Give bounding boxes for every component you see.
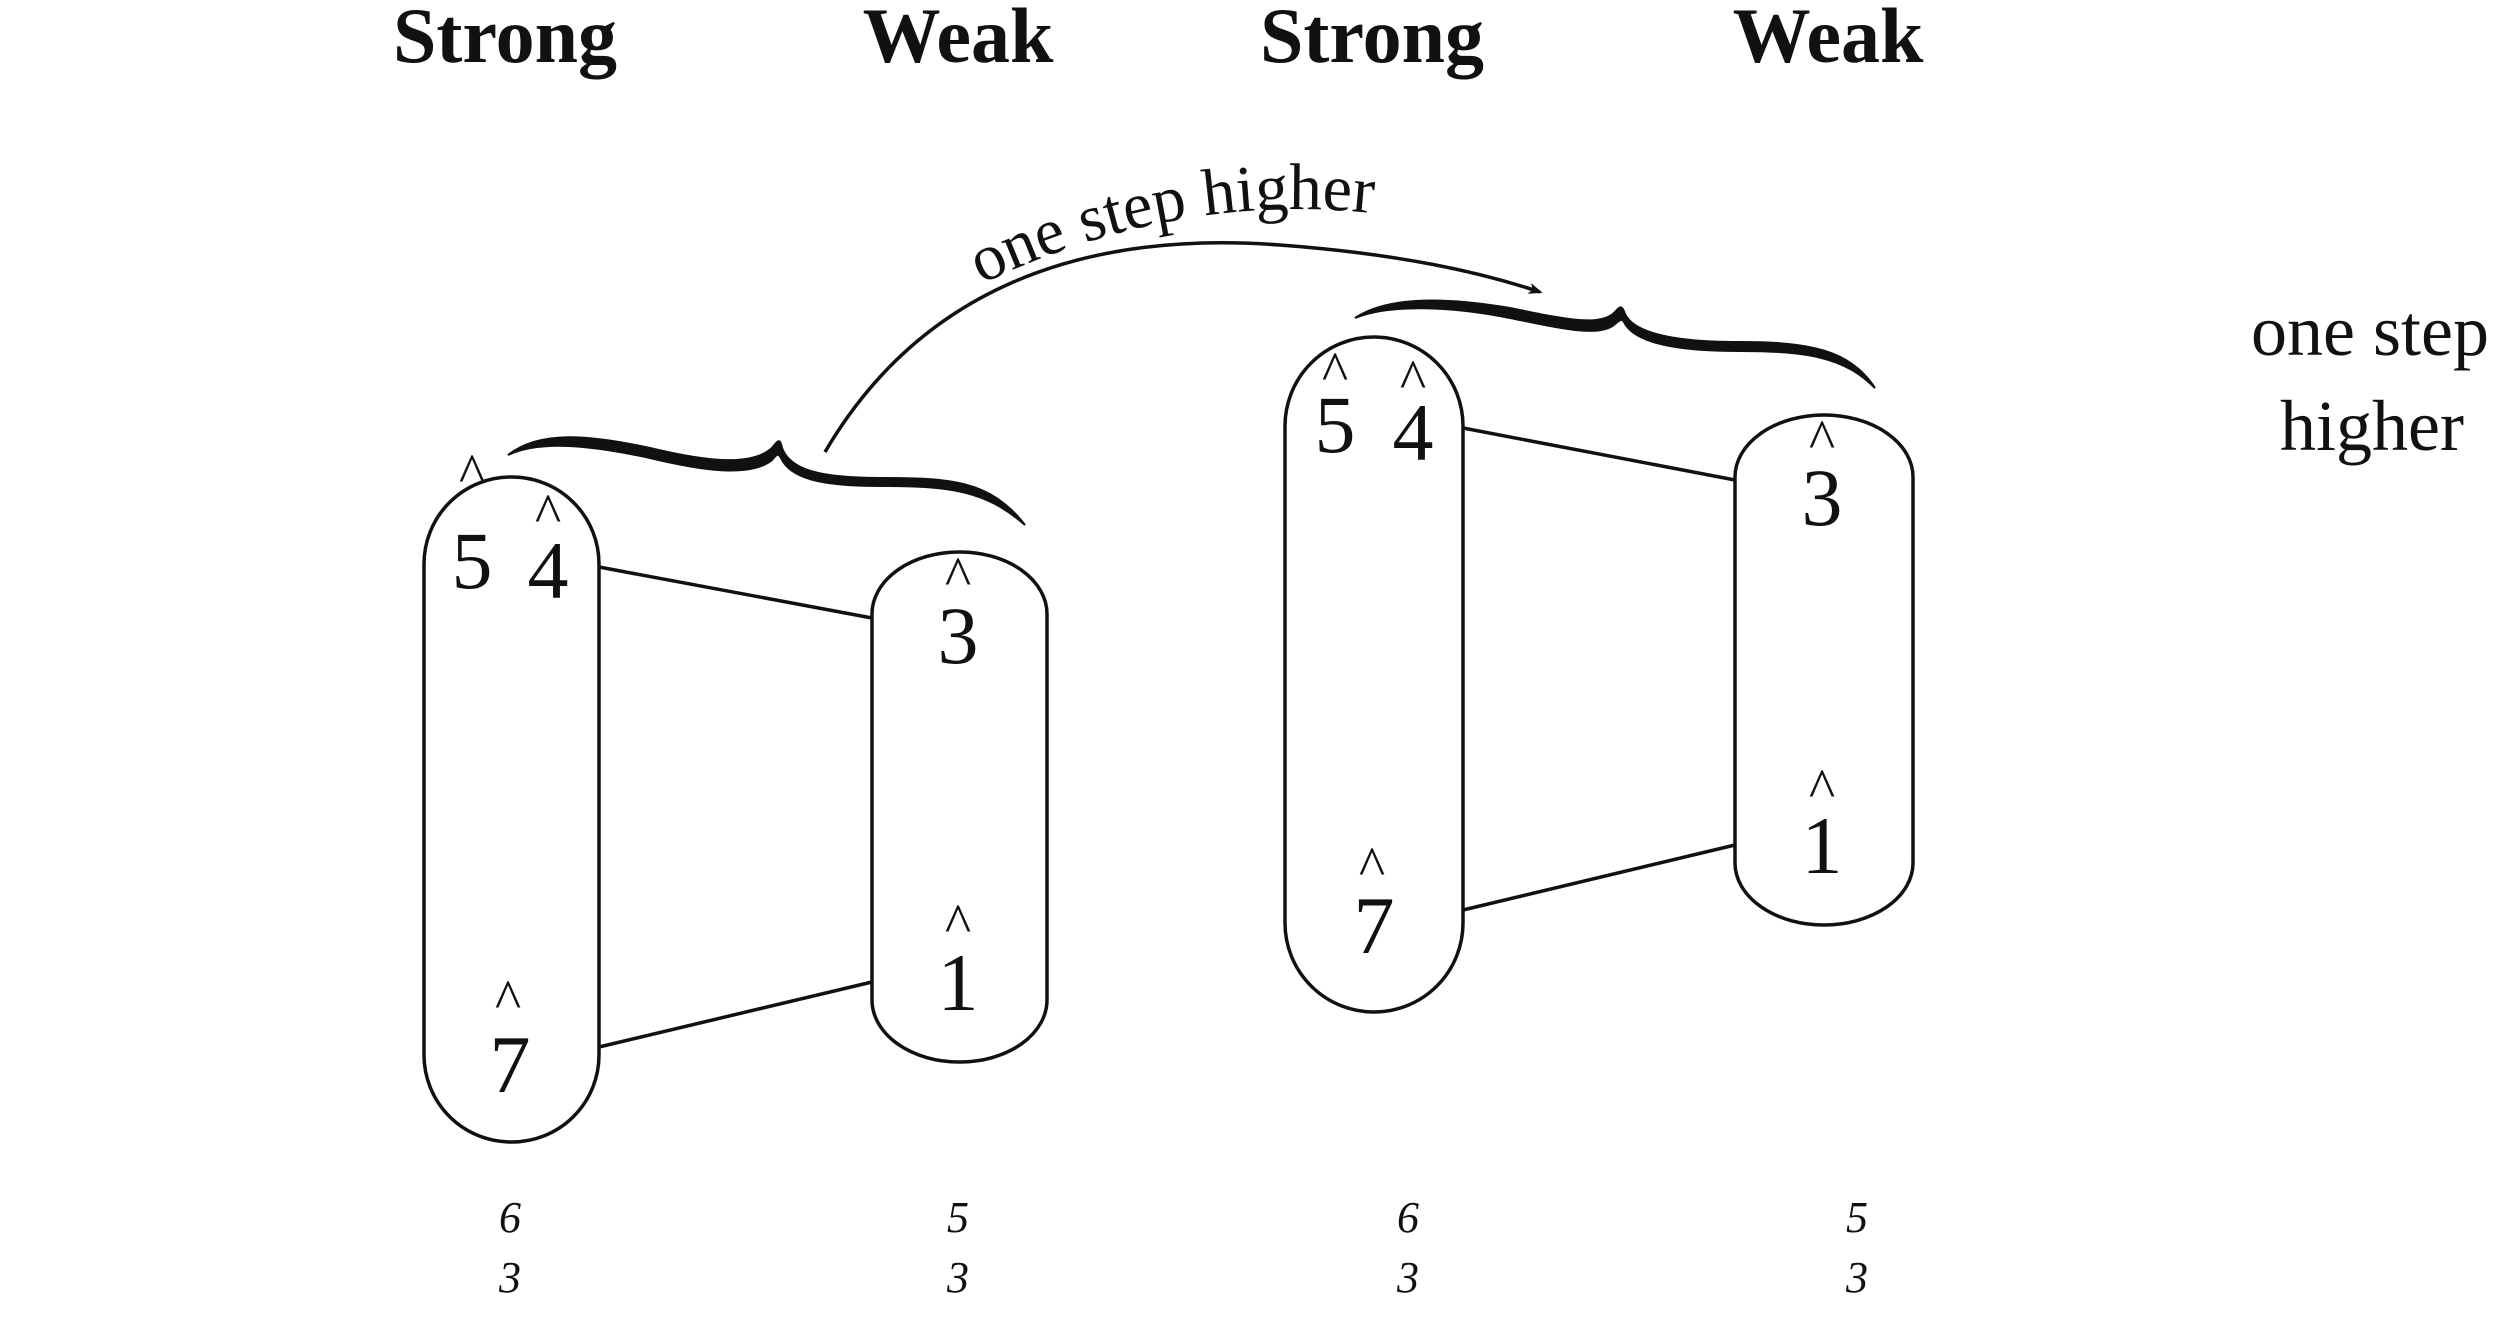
caret: ^ bbox=[535, 483, 561, 545]
degree-3: 3 bbox=[1802, 452, 1843, 543]
strong-chord-box-1 bbox=[422, 475, 601, 1144]
caret: ^ bbox=[459, 443, 485, 505]
degree-5: 5 bbox=[452, 515, 493, 606]
caret: ^ bbox=[945, 546, 971, 608]
group-1: ^ 5 ^ 4 ^ 7 ^ 3 ^ 1 6 3 5 3 bbox=[422, 436, 1049, 1302]
degree-4: 4 bbox=[1393, 387, 1434, 478]
weak-chord-box-1 bbox=[870, 550, 1049, 1064]
sequence-arrow bbox=[823, 241, 1543, 453]
voice-line-top-1 bbox=[598, 565, 873, 620]
voice-line-top-2 bbox=[1462, 426, 1736, 482]
degree-7: 7 bbox=[1354, 880, 1395, 971]
strong-chord-box-2 bbox=[1283, 335, 1465, 1014]
caret: ^ bbox=[1400, 349, 1426, 411]
degree-5: 5 bbox=[1315, 379, 1356, 470]
caret: ^ bbox=[495, 969, 521, 1031]
degree-7: 7 bbox=[490, 1019, 531, 1110]
figure-5: 5 bbox=[1846, 1193, 1868, 1242]
header-weak-1: Weak bbox=[863, 0, 1054, 79]
voice-line-bottom-1 bbox=[598, 980, 873, 1049]
figure-3: 3 bbox=[1845, 1253, 1868, 1302]
caret: ^ bbox=[1809, 758, 1835, 820]
caret: ^ bbox=[1322, 341, 1348, 403]
figure-3: 3 bbox=[946, 1253, 969, 1302]
degree-1: 1 bbox=[938, 937, 979, 1028]
caret: ^ bbox=[945, 893, 971, 955]
brace-1 bbox=[507, 436, 1026, 526]
degree-1: 1 bbox=[1802, 800, 1843, 891]
caret: ^ bbox=[1809, 409, 1835, 471]
header-weak-2: Weak bbox=[1733, 0, 1924, 79]
header-strong-2: Strong bbox=[1260, 0, 1484, 79]
degree-4: 4 bbox=[528, 525, 569, 616]
group-2: ^ 5 ^ 4 ^ 7 ^ 3 ^ 1 6 3 5 3 bbox=[1283, 299, 1915, 1302]
side-note-line-1: one step bbox=[2251, 291, 2489, 371]
caret: ^ bbox=[1359, 836, 1385, 898]
figure-6: 6 bbox=[499, 1193, 521, 1242]
voice-line-bottom-2 bbox=[1462, 843, 1736, 912]
figure-3: 3 bbox=[498, 1253, 521, 1302]
brace-2 bbox=[1354, 299, 1876, 389]
arrow-label: one step higher bbox=[957, 151, 1378, 298]
weak-chord-box-2 bbox=[1733, 413, 1915, 927]
header-strong-1: Strong bbox=[393, 0, 617, 79]
side-note-line-2: higher bbox=[2280, 386, 2464, 466]
figure-3: 3 bbox=[1396, 1253, 1419, 1302]
figure-5: 5 bbox=[947, 1193, 969, 1242]
degree-3: 3 bbox=[938, 590, 979, 681]
figure-6: 6 bbox=[1397, 1193, 1419, 1242]
